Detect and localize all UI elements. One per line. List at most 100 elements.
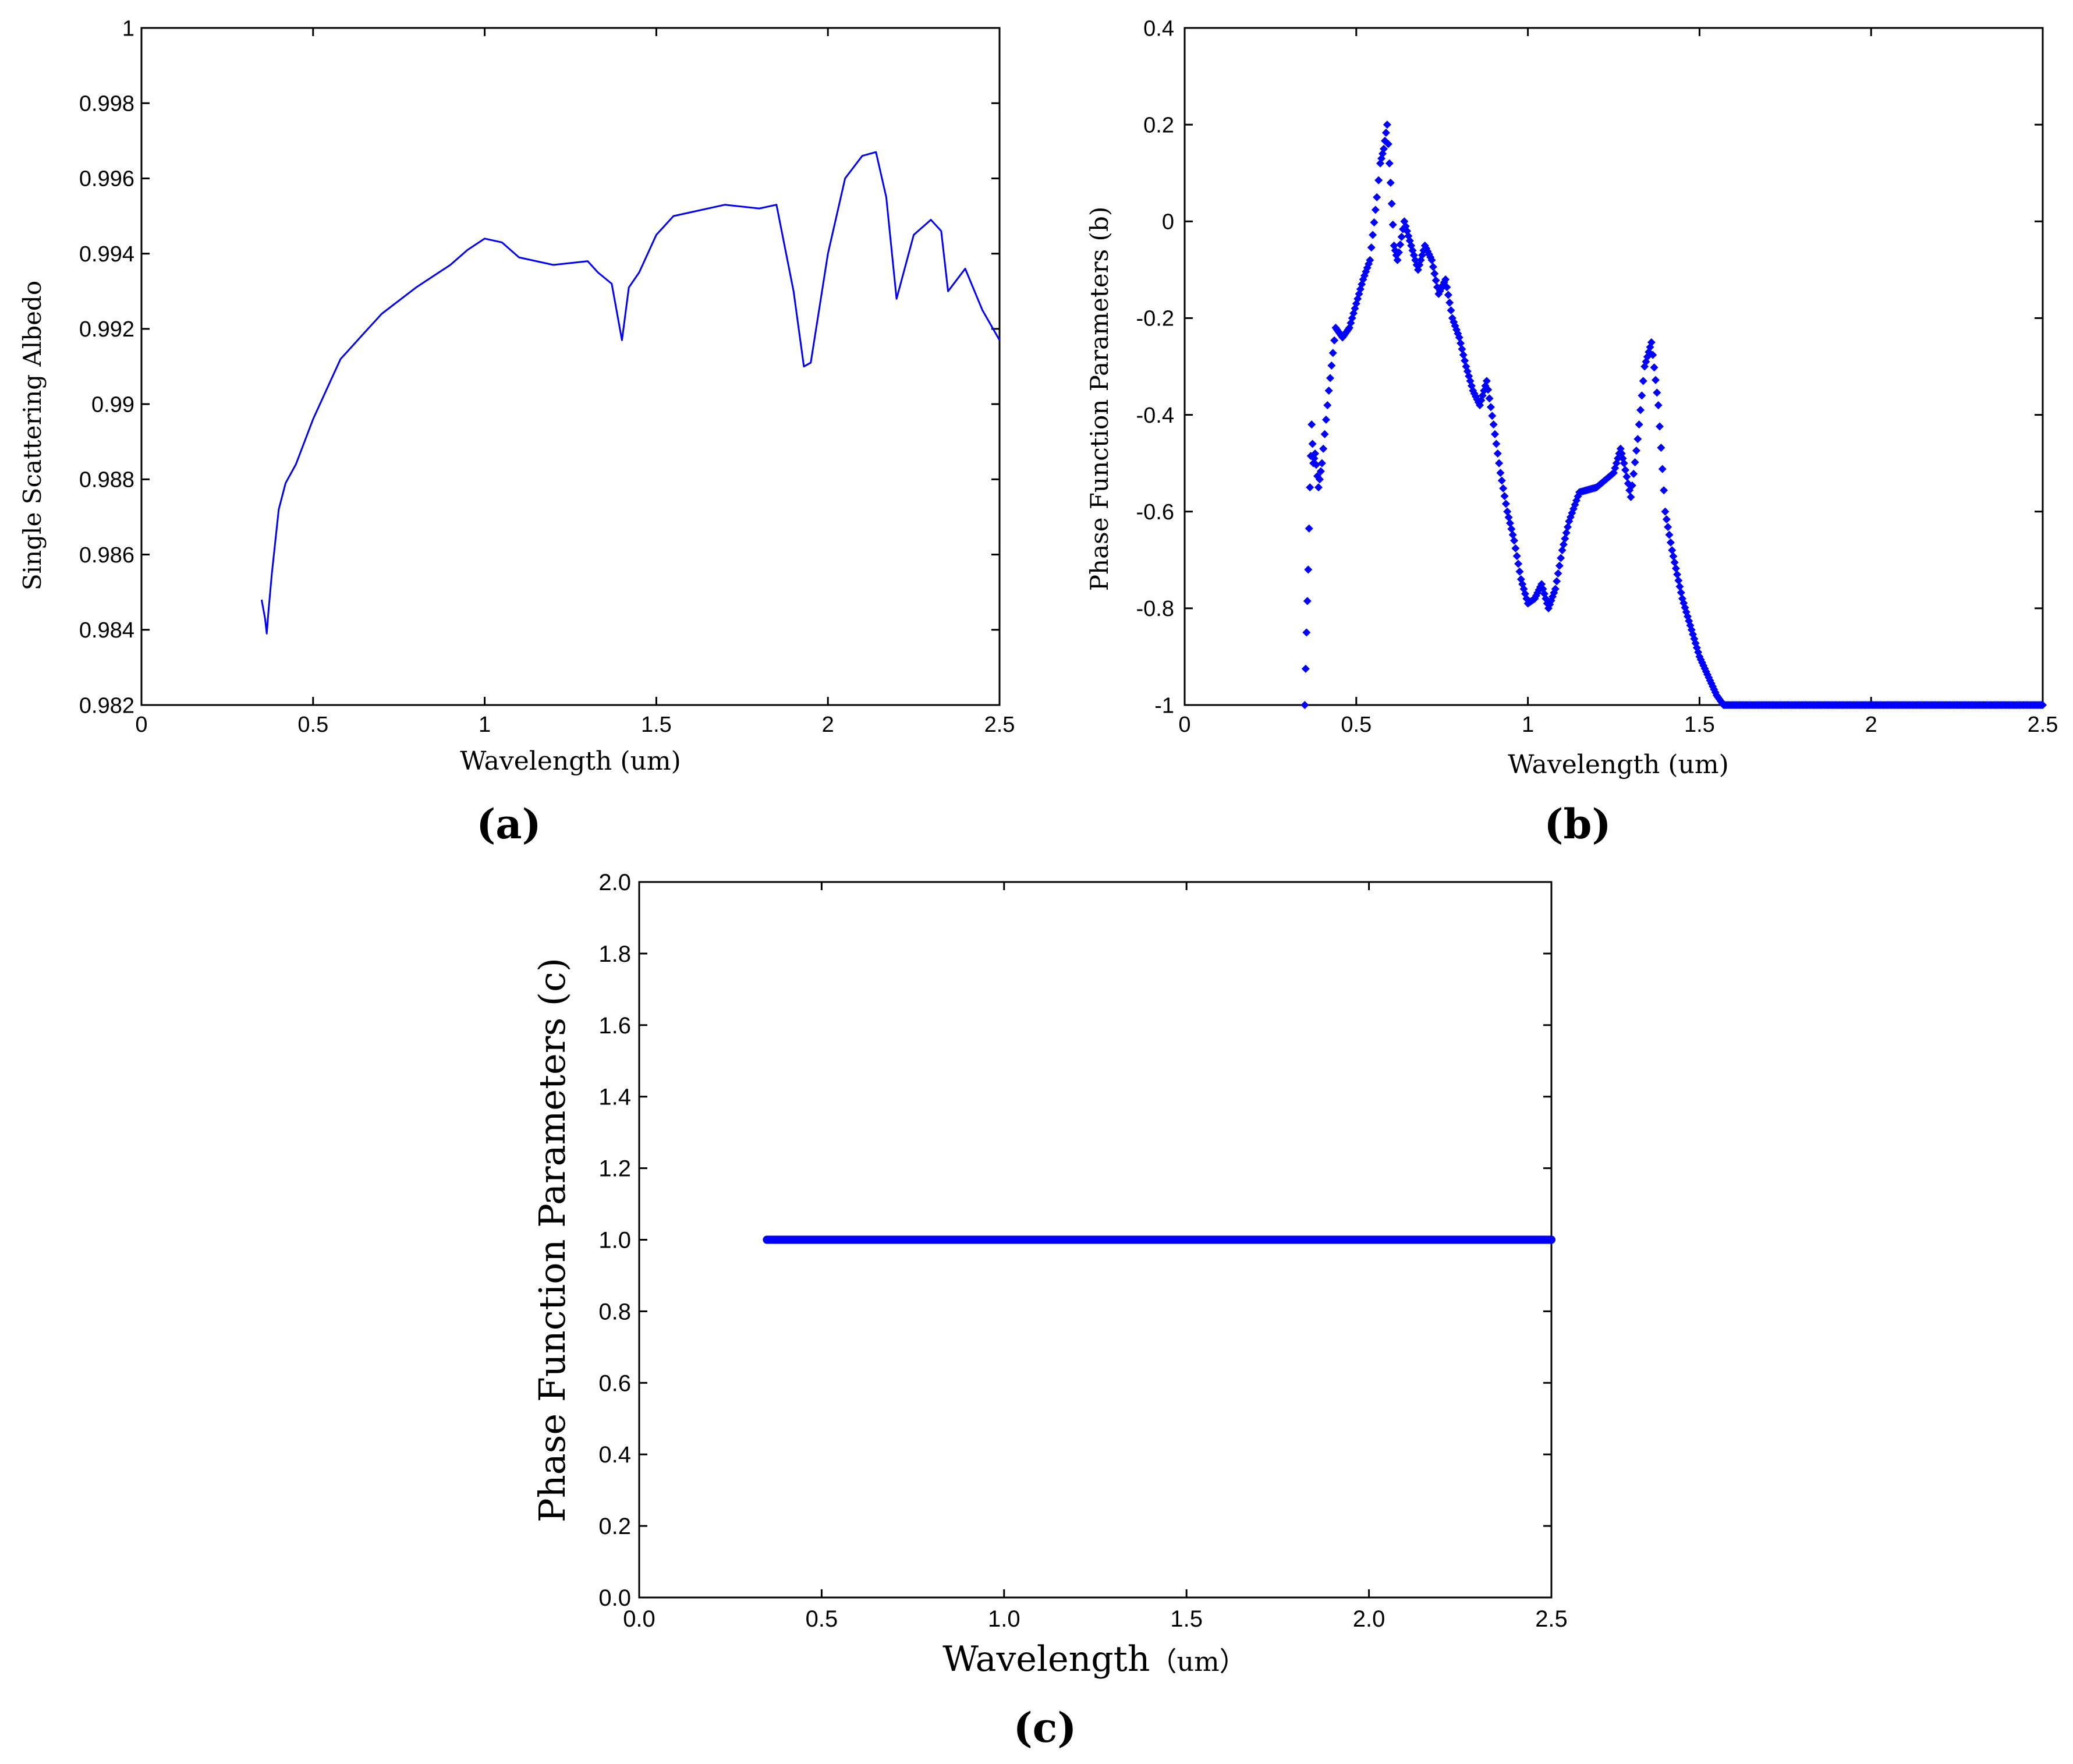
chart-b-marker bbox=[1554, 569, 1562, 578]
chart-b-marker bbox=[1447, 306, 1455, 315]
chart-b-marker bbox=[1301, 664, 1310, 673]
chart-c-xtick-label: 2.0 bbox=[1353, 1606, 1385, 1632]
chart-a-panel-label: (a) bbox=[476, 800, 541, 848]
chart-b-marker bbox=[1514, 559, 1523, 568]
chart-a-ytick-label: 0.988 bbox=[79, 468, 134, 493]
chart-b-xtick-label: 2.5 bbox=[2028, 713, 2058, 737]
chart-b-marker bbox=[1430, 270, 1439, 278]
chart-b-marker bbox=[1675, 582, 1684, 591]
chart-a-xtick-label: 0 bbox=[135, 713, 147, 737]
chart-b-marker bbox=[1669, 552, 1678, 561]
chart-b-marker bbox=[1396, 240, 1405, 249]
chart-b-marker bbox=[1484, 385, 1493, 394]
chart-b-marker bbox=[1638, 391, 1646, 400]
chart-b-marker bbox=[1677, 588, 1685, 597]
chart-b-marker bbox=[1654, 401, 1663, 409]
chart-c-xtick-label: 0.5 bbox=[806, 1606, 838, 1632]
chart-b-marker bbox=[1306, 483, 1314, 492]
chart-b-marker bbox=[1553, 577, 1561, 586]
chart-c-ytick-label: 0.0 bbox=[598, 1585, 631, 1611]
chart-b-marker bbox=[1662, 515, 1671, 524]
chart-b-marker bbox=[1500, 492, 1509, 501]
chart-b-marker bbox=[1394, 248, 1403, 257]
chart-b-xtick-label: 0.5 bbox=[1341, 713, 1372, 737]
chart-b-marker bbox=[1501, 500, 1510, 508]
chart-b-marker bbox=[1674, 576, 1683, 585]
chart-b-marker bbox=[1505, 519, 1514, 527]
chart-b-panel-label: (b) bbox=[1544, 800, 1611, 848]
chart-b-marker bbox=[1388, 220, 1397, 229]
chart-b-marker bbox=[1444, 291, 1452, 299]
chart-b-marker bbox=[1366, 256, 1374, 264]
chart-b-marker bbox=[1384, 140, 1392, 148]
chart-b-marker bbox=[1639, 377, 1647, 385]
chart-b-marker bbox=[1632, 447, 1640, 455]
chart-b-marker bbox=[1303, 597, 1312, 605]
chart-b-marker bbox=[1671, 564, 1680, 573]
chart-a-ytick-label: 1 bbox=[122, 16, 134, 41]
chart-b-marker bbox=[1315, 475, 1324, 484]
chart-b-marker bbox=[1489, 420, 1498, 429]
chart-b-marker bbox=[1626, 493, 1635, 501]
chart-b-xtick-label: 2 bbox=[1865, 713, 1877, 737]
chart-b-marker bbox=[1369, 231, 1377, 239]
chart-b-marker bbox=[1370, 218, 1379, 226]
chart-c-ytick-label: 0.2 bbox=[598, 1514, 631, 1539]
chart-b-marker bbox=[1665, 530, 1674, 539]
chart-b-marker bbox=[1557, 554, 1565, 562]
chart-b-marker bbox=[1621, 466, 1630, 474]
chart-c-ytick-label: 1.2 bbox=[598, 1156, 631, 1182]
chart-a-xtick-label: 2.5 bbox=[984, 713, 1015, 737]
chart-b-marker bbox=[1504, 513, 1513, 522]
chart-b-marker bbox=[1381, 128, 1390, 137]
chart-c-xtick-label: 0.0 bbox=[623, 1606, 655, 1632]
chart-c-xtick-label: 1.0 bbox=[988, 1606, 1020, 1632]
chart-b-marker bbox=[1620, 459, 1628, 467]
chart-c-xlabel-text: Wavelength bbox=[942, 1639, 1150, 1680]
chart-b-marker bbox=[1327, 361, 1336, 370]
chart-b-marker bbox=[1647, 338, 1656, 346]
chart-b-marker bbox=[1488, 412, 1497, 420]
chart-b-marker bbox=[1512, 552, 1521, 561]
chart-c-ytick-label: 1.6 bbox=[598, 1013, 631, 1039]
chart-b-marker bbox=[1635, 420, 1643, 429]
chart-b-marker bbox=[1301, 701, 1309, 709]
chart-b-marker bbox=[1548, 592, 1557, 601]
chart-b-ytick-label: -0.4 bbox=[1136, 403, 1174, 428]
chart-b-marker bbox=[1312, 461, 1321, 469]
chart-c-ytick-label: 0.6 bbox=[598, 1370, 631, 1396]
chart-c-ytick-label: 0.4 bbox=[598, 1442, 631, 1468]
chart-b-marker bbox=[1321, 415, 1330, 424]
chart-b-marker bbox=[1653, 388, 1661, 397]
chart-b-marker bbox=[1650, 363, 1659, 372]
chart-b-marker bbox=[1493, 449, 1502, 458]
chart-b-xtick-label: 1 bbox=[1522, 713, 1534, 737]
chart-b-marker bbox=[1379, 144, 1388, 153]
chart-b-marker bbox=[1495, 459, 1504, 467]
chart-b-marker bbox=[1457, 339, 1465, 348]
chart-b-marker bbox=[1507, 525, 1516, 533]
chart-b-marker bbox=[1461, 356, 1469, 365]
chart-b-marker bbox=[1559, 540, 1568, 549]
chart-c-xlabel: Wavelength（um） bbox=[942, 1639, 1246, 1680]
chart-b-marker bbox=[1656, 422, 1664, 431]
chart-b-ytick-label: -0.2 bbox=[1136, 307, 1174, 331]
chart-b-marker bbox=[2039, 701, 2047, 709]
chart-b-marker bbox=[1397, 232, 1406, 241]
chart-b-marker bbox=[1631, 458, 1639, 466]
chart-b-xlabel: Wavelength (um) bbox=[1508, 750, 1729, 780]
chart-a-ylabel: Single Scattering Albedo bbox=[18, 281, 47, 590]
chart-b-marker bbox=[1633, 435, 1642, 444]
chart-b-marker bbox=[1307, 420, 1316, 429]
chart-b-marker bbox=[1393, 256, 1402, 264]
chart-b-marker bbox=[1431, 276, 1440, 285]
chart-b-xtick-label: 1.5 bbox=[1684, 713, 1715, 737]
chart-c-ytick-label: 0.8 bbox=[598, 1299, 631, 1324]
chart-b-marker bbox=[1658, 465, 1667, 473]
chart-a-xtick-label: 1 bbox=[479, 713, 491, 737]
chart-c-ytick-label: 2.0 bbox=[598, 870, 631, 895]
chart-b-marker bbox=[1374, 176, 1383, 185]
chart-b-marker bbox=[1386, 178, 1395, 187]
chart-a-ytick-label: 0.994 bbox=[79, 242, 134, 267]
chart-b-marker bbox=[1490, 430, 1499, 438]
